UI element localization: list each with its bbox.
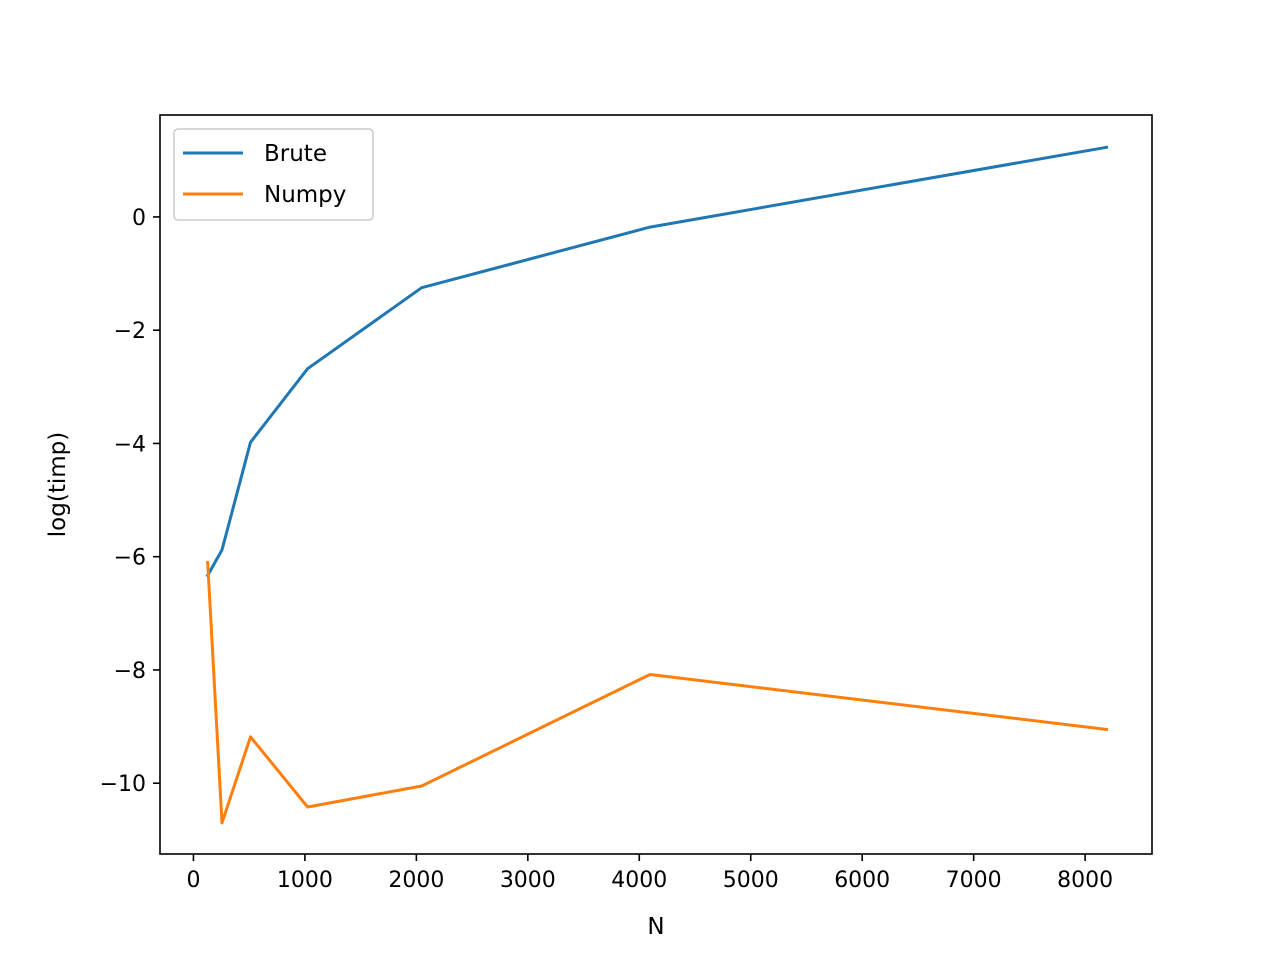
y-tick-label: −2	[114, 319, 146, 344]
legend-label-brute: Brute	[264, 141, 327, 167]
x-tick-label: 2000	[388, 868, 444, 893]
series-layer	[205, 145, 1109, 825]
y-tick-label: −10	[100, 772, 146, 797]
y-tick-label: −8	[114, 659, 146, 684]
x-axis-label: N	[647, 914, 664, 940]
legend-label-numpy: Numpy	[264, 182, 346, 208]
series-line-numpy	[206, 560, 1109, 825]
x-tick-label: 7000	[946, 868, 1002, 893]
series-line-brute	[205, 145, 1109, 578]
x-tick-label: 1000	[277, 868, 333, 893]
y-tick-label: 0	[132, 206, 146, 231]
y-axis-label: log(timp)	[45, 432, 71, 537]
y-tick-label: −6	[114, 546, 146, 571]
x-tick-label: 5000	[723, 868, 779, 893]
x-tick-label: 6000	[834, 868, 890, 893]
x-axis-ticks: 0 1000 2000 3000 4000 5000 6000 7000 8000	[186, 854, 1113, 893]
y-tick-label: −4	[114, 432, 146, 457]
legend: Brute Numpy	[173, 128, 374, 221]
legend-entries: Brute Numpy	[183, 141, 346, 208]
x-tick-label: 0	[186, 868, 200, 893]
y-axis-ticks: 0 −2 −4 −6 −8 −10	[100, 206, 160, 797]
plot-area-frame	[159, 114, 1153, 855]
x-tick-label: 4000	[611, 868, 667, 893]
x-tick-label: 3000	[500, 868, 556, 893]
x-tick-label: 8000	[1057, 868, 1113, 893]
